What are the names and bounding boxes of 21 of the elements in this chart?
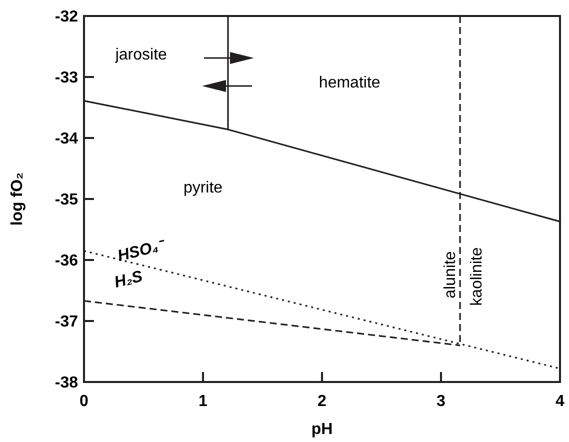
- annotation: alunite: [442, 251, 460, 298]
- x-tick-label: 0: [80, 393, 89, 410]
- x-tick-label: 4: [556, 393, 565, 410]
- annotation: hematite: [318, 74, 380, 92]
- annotation: H₂S: [112, 268, 145, 292]
- y-tick-label: -35: [54, 192, 78, 209]
- y-tick-label: -36: [54, 252, 78, 270]
- annotation: jarosite: [114, 46, 168, 64]
- annotation: HSO₄⁻: [116, 236, 168, 266]
- x-axis-title: pH: [311, 421, 333, 438]
- annotation: kaolinite: [468, 247, 486, 306]
- y-tick-label: -34: [54, 130, 78, 148]
- y-tick-label: -33: [54, 70, 78, 87]
- y-tick-label: -37: [54, 314, 78, 331]
- annotation: pyrite: [183, 180, 223, 197]
- y-axis-title: log fO₂: [9, 172, 26, 226]
- x-tick-label: 3: [436, 393, 446, 410]
- x-tick-label: 2: [318, 393, 327, 410]
- y-tick-label: -38: [54, 374, 78, 392]
- y-tick-label: -32: [54, 8, 78, 26]
- x-tick-label: 1: [198, 393, 208, 410]
